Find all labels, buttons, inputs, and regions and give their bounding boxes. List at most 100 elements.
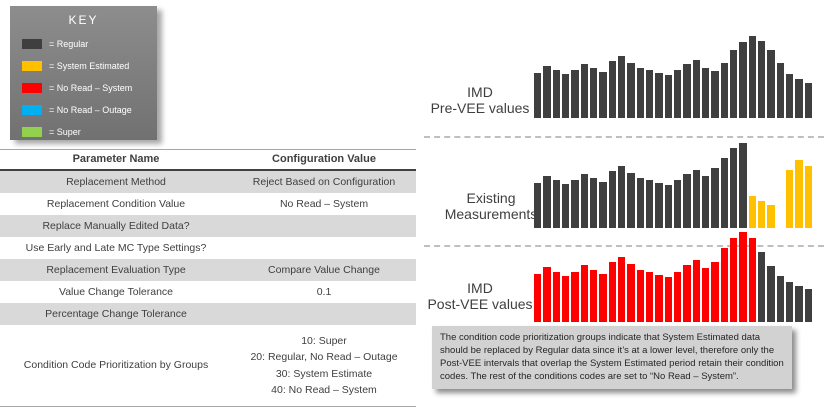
bar-regular bbox=[655, 183, 663, 228]
bar-system_estimated bbox=[757, 201, 766, 228]
legend-swatch-super bbox=[22, 126, 42, 137]
bar-regular bbox=[580, 174, 588, 228]
bar-regular bbox=[561, 74, 570, 118]
bar-regular bbox=[711, 71, 719, 118]
bar-regular bbox=[804, 83, 812, 118]
parameter-name-cell: Percentage Change Tolerance bbox=[45, 307, 187, 320]
legend-swatch-no-read-outage bbox=[22, 104, 42, 115]
bar-no_read_system bbox=[534, 274, 542, 322]
bar-regular bbox=[720, 63, 728, 118]
bar-regular bbox=[804, 289, 812, 322]
table-row-percentage-change-tolerance: Percentage Change Tolerance bbox=[0, 303, 416, 325]
bar-regular bbox=[599, 182, 607, 228]
legend-swatch-regular bbox=[22, 38, 42, 49]
chart-label-line: IMD bbox=[467, 280, 493, 296]
chart-label-pre-vee: IMD Pre-VEE values bbox=[424, 84, 536, 116]
bar-no_read_system bbox=[720, 248, 728, 322]
bar-no_read_system bbox=[608, 262, 616, 322]
bar-regular bbox=[617, 166, 626, 228]
bar-no_read_system bbox=[729, 238, 738, 322]
chart-label-post-vee: IMD Post-VEE values bbox=[424, 280, 536, 312]
bar-no_read_system bbox=[748, 238, 756, 322]
bar-regular bbox=[599, 72, 607, 118]
legend-swatch-no-read-system bbox=[22, 82, 42, 93]
bar-no_read_system bbox=[561, 276, 570, 322]
chart-label-line: Existing bbox=[466, 190, 516, 206]
bar-regular bbox=[785, 74, 794, 118]
bar-regular bbox=[795, 286, 803, 322]
configuration-value-cell bbox=[232, 215, 416, 237]
legend-label-no-read-outage: = No Read – Outage bbox=[49, 104, 132, 115]
bar-no_read_system bbox=[617, 257, 626, 322]
parameter-name-cell: Condition Code Prioritization by Groups bbox=[23, 359, 209, 371]
legend-item-system-estimated: = System Estimated bbox=[22, 60, 157, 71]
bar-regular bbox=[589, 178, 598, 228]
legend-label-system-estimated: = System Estimated bbox=[49, 60, 130, 71]
priority-group-line: 30: System Estimate bbox=[275, 367, 373, 380]
bar-regular bbox=[627, 63, 635, 118]
configuration-value-cell: 0.1 bbox=[316, 285, 332, 298]
bar-regular bbox=[571, 70, 579, 118]
table-header-row: Parameter Name Configuration Value bbox=[0, 149, 416, 171]
bar-no_read_system bbox=[692, 260, 700, 322]
bar-chart-pre-vee bbox=[534, 33, 812, 118]
bar-regular bbox=[534, 183, 542, 228]
bar-no_read_system bbox=[655, 275, 663, 322]
legend-item-no-read-outage: = No Read – Outage bbox=[22, 104, 157, 115]
priority-group-line: 40: No Read – System bbox=[271, 384, 377, 396]
bar-no_read_system bbox=[627, 264, 635, 322]
bar-system_estimated bbox=[795, 160, 803, 228]
bar-regular bbox=[673, 70, 682, 118]
chart-label-line: IMD bbox=[467, 84, 493, 100]
bar-system_estimated bbox=[785, 170, 794, 228]
bar-regular bbox=[552, 70, 560, 118]
bar-regular bbox=[701, 68, 710, 118]
bar-no_read_system bbox=[711, 262, 719, 322]
bar-no_read_system bbox=[599, 274, 607, 322]
bar-regular bbox=[776, 63, 784, 118]
bar-no_read_system bbox=[543, 267, 551, 322]
table-row-replacement-evaluation-type: Replacement Evaluation Type Compare Valu… bbox=[0, 259, 416, 281]
bar-regular bbox=[776, 276, 784, 322]
parameter-name-cell: Replacement Evaluation Type bbox=[46, 263, 186, 276]
bar-system_estimated bbox=[804, 166, 812, 228]
separator-dashed-line bbox=[424, 136, 824, 138]
bar-regular bbox=[757, 252, 766, 322]
configuration-value-cell: Compare Value Change bbox=[268, 263, 380, 276]
bar-system_estimated bbox=[748, 196, 756, 228]
bar-regular bbox=[664, 185, 672, 228]
configuration-value-cell bbox=[232, 303, 416, 325]
parameter-name-cell: Replacement Method bbox=[66, 175, 166, 188]
configuration-value-cell: 10: Super 20: Regular, No Read – Outage … bbox=[232, 325, 416, 406]
bar-regular bbox=[711, 168, 719, 228]
chart-label-line: Pre-VEE values bbox=[430, 100, 530, 116]
bar-chart-post-vee bbox=[534, 230, 812, 322]
bar-regular bbox=[729, 50, 738, 118]
bar-regular bbox=[664, 75, 672, 118]
bar-regular bbox=[552, 180, 560, 228]
bar-no_read_system bbox=[664, 277, 672, 322]
table-row-replace-manually-edited-data: Replace Manually Edited Data? bbox=[0, 215, 416, 237]
bar-regular bbox=[543, 66, 551, 118]
bar-no_read_system bbox=[645, 272, 654, 322]
column-header-configuration-value: Configuration Value bbox=[272, 153, 376, 165]
table-row-use-early-late-mc-type-settings: Use Early and Late MC Type Settings? bbox=[0, 237, 416, 259]
bar-regular bbox=[757, 41, 766, 118]
chart-label-line: Post-VEE values bbox=[427, 296, 533, 312]
callout-text: The condition code prioritization groups… bbox=[440, 332, 784, 382]
bar-regular bbox=[767, 50, 775, 118]
priority-group-line: 20: Regular, No Read – Outage bbox=[250, 351, 398, 363]
bar-no_read_system bbox=[673, 272, 682, 322]
bar-regular bbox=[543, 176, 551, 228]
bar-regular bbox=[608, 171, 616, 228]
bar-no_read_system bbox=[701, 268, 710, 322]
table-row-value-change-tolerance: Value Change Tolerance 0.1 bbox=[0, 281, 416, 303]
legend-item-regular: = Regular bbox=[22, 38, 157, 49]
configuration-value-cell: No Read – System bbox=[279, 197, 369, 210]
table-row-condition-code-prioritization: Condition Code Prioritization by Groups … bbox=[0, 325, 416, 407]
bar-regular bbox=[627, 173, 635, 228]
bar-regular bbox=[767, 266, 775, 322]
table-row-replacement-condition-value: Replacement Condition Value No Read – Sy… bbox=[0, 193, 416, 215]
bar-no_read_system bbox=[571, 272, 579, 322]
